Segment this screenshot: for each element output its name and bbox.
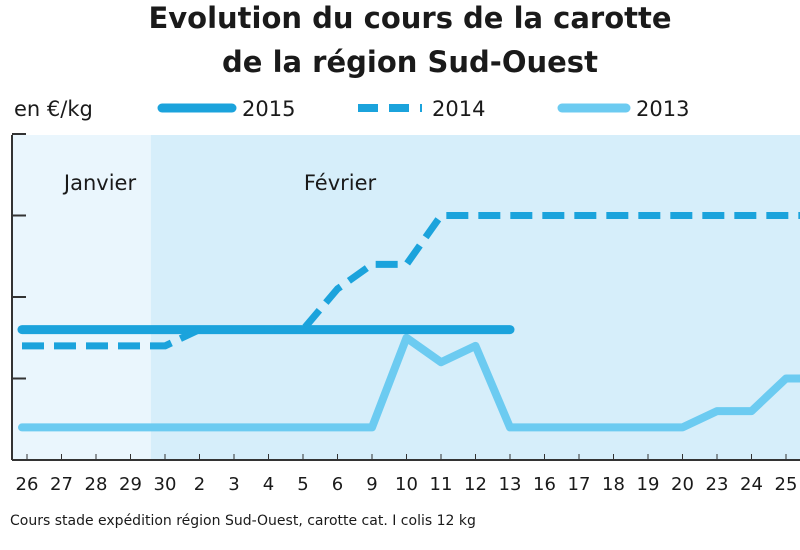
series-line-2013 <box>18 333 800 432</box>
legend: 2015 2014 2013 <box>157 97 689 121</box>
x-tick-label: 10 <box>395 474 418 495</box>
x-tick-label: 29 <box>119 474 142 495</box>
axes <box>11 133 800 461</box>
month-label-0: Janvier <box>62 171 137 195</box>
month-band-1 <box>150 135 800 460</box>
month-bands <box>12 135 800 460</box>
x-tick-label: 9 <box>366 474 377 495</box>
legend-item-2013: 2013 <box>557 97 689 121</box>
x-tick-label: 19 <box>637 474 660 495</box>
month-label-1: Février <box>304 171 377 195</box>
x-tick-label: 11 <box>430 474 453 495</box>
x-tick-label: 12 <box>464 474 487 495</box>
x-tick-label: 17 <box>568 474 591 495</box>
x-tick-label: 26 <box>16 474 39 495</box>
x-tick-label: 6 <box>332 474 343 495</box>
x-tick-label: 13 <box>499 474 522 495</box>
x-tick-label: 24 <box>740 474 763 495</box>
x-tick-label: 25 <box>775 474 798 495</box>
x-tick-labels: 26 27 28 29 30 2 3 4 5 6 9 10 11 12 13 16 17 18 19 20 23 24 25… <box>16 474 798 495</box>
x-tick-label: 16 <box>533 474 556 495</box>
legend-item-2015: 2015 <box>157 97 295 121</box>
x-tick-label: 5 <box>297 474 308 495</box>
x-tick-label: 27 <box>50 474 73 495</box>
legend-label-2015: 2015 <box>242 97 295 121</box>
legend-item-2014: 2014 <box>358 97 485 121</box>
month-labels: Janvier Février <box>62 171 377 195</box>
chart-title: Evolution du cours de la carotte <box>148 1 671 35</box>
x-tick-label: 30 <box>154 474 177 495</box>
x-tick-label: 28 <box>85 474 108 495</box>
series-lines <box>17 212 800 432</box>
x-tick-label: 20 <box>671 474 694 495</box>
y-axis-unit: en €/kg <box>14 97 93 121</box>
x-tick-label: 18 <box>602 474 625 495</box>
legend-label-2014: 2014 <box>432 97 485 121</box>
x-tick-label: 3 <box>228 474 239 495</box>
x-tick-label: 2 <box>194 474 205 495</box>
series-line-2014 <box>22 212 800 350</box>
x-tick-label: 4 <box>263 474 274 495</box>
chart-subtitle: de la région Sud-Ouest <box>222 45 598 79</box>
source-note: Cours stade expédition région Sud-Ouest,… <box>10 513 476 529</box>
x-tick-label: 23 <box>706 474 729 495</box>
month-band-0 <box>12 135 151 460</box>
legend-label-2013: 2013 <box>636 97 689 121</box>
